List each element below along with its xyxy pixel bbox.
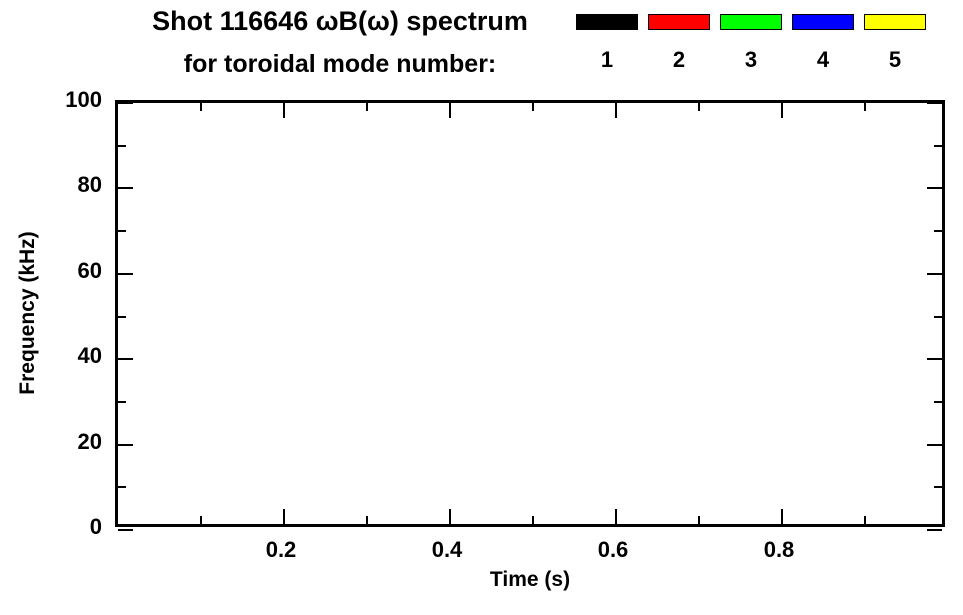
x-major-tick (449, 103, 451, 118)
y-minor-tick (118, 144, 126, 147)
x-major-tick (283, 103, 285, 118)
y-minor-tick (118, 400, 126, 403)
y-major-tick (927, 272, 942, 275)
x-minor-tick (366, 516, 368, 524)
x-major-tick (781, 103, 783, 118)
x-tick-label: 0.8 (763, 537, 795, 562)
x-minor-tick (366, 103, 368, 111)
x-minor-tick (864, 103, 866, 111)
y-minor-tick (118, 315, 126, 318)
y-minor-tick (934, 486, 942, 489)
x-tick-label: 0.4 (431, 537, 463, 562)
y-minor-tick (934, 315, 942, 318)
x-major-tick (615, 103, 617, 118)
y-major-tick (118, 443, 133, 446)
y-major-tick (118, 187, 133, 190)
y-major-tick (927, 443, 942, 446)
x-minor-tick (200, 516, 202, 524)
y-minor-tick (118, 230, 126, 233)
legend-item: 4 (792, 14, 854, 72)
x-major-tick (283, 509, 285, 524)
y-tick-label: 40 (77, 343, 102, 369)
x-tick-label: 0.2 (265, 537, 297, 562)
y-tick-label: 0 (89, 514, 102, 539)
legend-color-swatch (648, 14, 710, 30)
y-major-tick (118, 358, 133, 361)
legend-item: 2 (648, 14, 710, 72)
legend: 1 2 3 4 5 (576, 14, 926, 72)
x-minor-tick (532, 516, 534, 524)
y-major-tick (927, 358, 942, 361)
legend-color-swatch (792, 14, 854, 30)
y-tick-label: 100 (65, 87, 102, 112)
y-major-tick (927, 529, 942, 531)
y-minor-tick (934, 230, 942, 233)
legend-mode-number: 4 (816, 47, 830, 72)
y-tick-label: 80 (77, 172, 102, 198)
legend-color-swatch (864, 14, 926, 30)
y-major-tick (118, 102, 133, 104)
x-minor-tick (864, 516, 866, 524)
x-minor-tick (698, 103, 700, 111)
y-minor-tick (934, 144, 942, 147)
x-tick-label: 0.6 (597, 537, 629, 562)
x-axis-title: Time (s) (489, 568, 571, 591)
y-tick-label: 60 (77, 257, 102, 283)
legend-mode-number: 3 (744, 47, 758, 72)
y-minor-tick (934, 400, 942, 403)
x-minor-tick (698, 516, 700, 524)
chart-title: Shot 116646 ωB(ω) spectrum (152, 6, 528, 36)
legend-color-swatch (720, 14, 782, 30)
y-major-tick (927, 187, 942, 190)
x-major-tick (781, 509, 783, 524)
y-major-tick (118, 529, 133, 531)
legend-mode-number: 1 (600, 47, 614, 72)
legend-mode-number: 2 (672, 47, 686, 72)
legend-item: 1 (576, 14, 638, 72)
y-minor-tick (118, 486, 126, 489)
legend-item: 5 (864, 14, 926, 72)
y-tick-label: 20 (77, 428, 102, 454)
x-major-tick (615, 509, 617, 524)
legend-mode-number: 5 (888, 47, 902, 72)
chart-subtitle: for toroidal mode number: (183, 50, 497, 78)
x-major-tick (449, 509, 451, 524)
plot-area (115, 100, 945, 531)
legend-item: 3 (720, 14, 782, 72)
y-major-tick (118, 272, 133, 275)
x-minor-tick (200, 103, 202, 111)
legend-color-swatch (576, 14, 638, 30)
y-major-tick (927, 102, 942, 104)
x-minor-tick (532, 103, 534, 111)
